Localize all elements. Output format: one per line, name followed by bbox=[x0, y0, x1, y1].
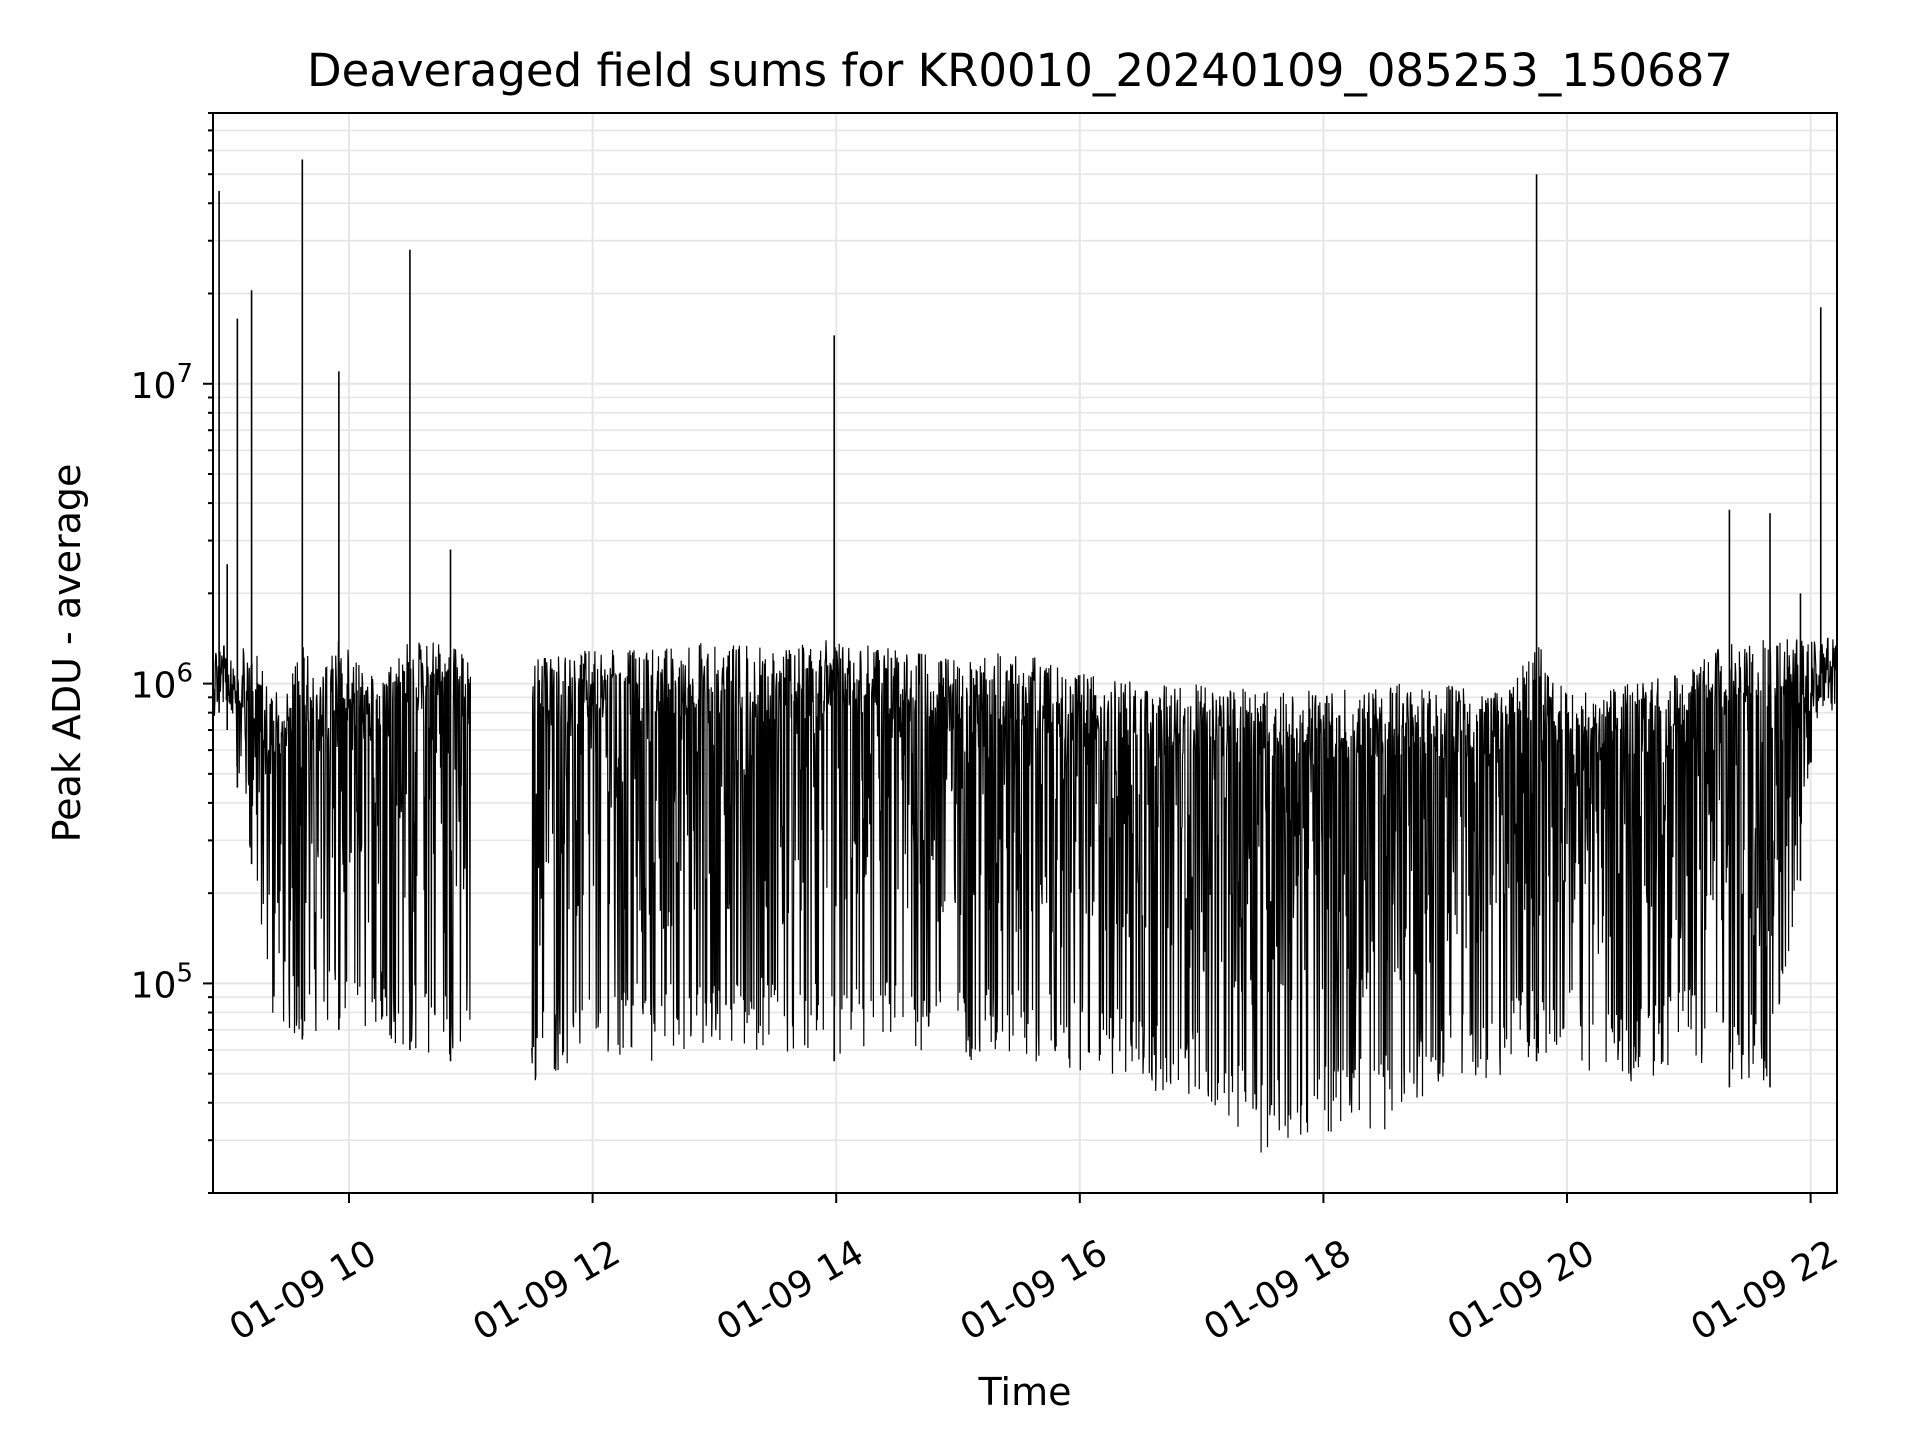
chart-title: Deaveraged field sums for KR0010_2024010… bbox=[307, 44, 1733, 97]
y-tick-label: 105 bbox=[131, 958, 193, 1006]
plot-frame bbox=[212, 112, 1838, 1194]
y-tick-label: 106 bbox=[131, 659, 193, 707]
series-line bbox=[531, 637, 1838, 1153]
y-axis-ticks: 105 106 107 bbox=[131, 112, 213, 1194]
x-axis-label: Time bbox=[978, 1370, 1072, 1414]
y-axis-label: Peak ADU - average bbox=[45, 464, 89, 843]
series-line bbox=[212, 638, 471, 1055]
y-tick-label: 107 bbox=[131, 359, 193, 407]
